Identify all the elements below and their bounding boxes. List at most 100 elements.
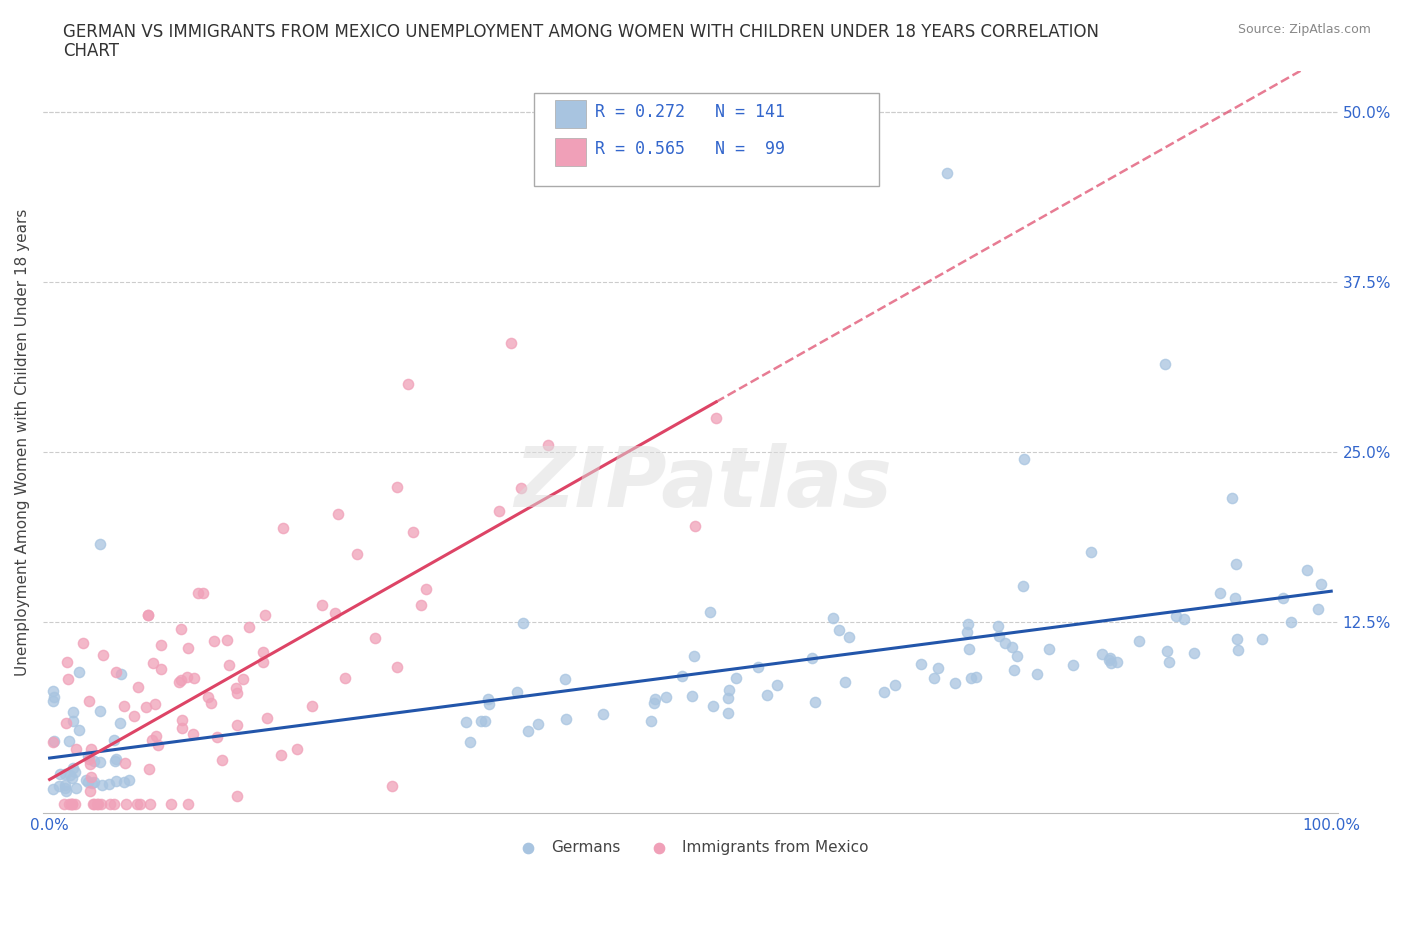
Point xyxy=(402,525,425,539)
Point xyxy=(83,796,105,811)
Point xyxy=(333,671,356,685)
Point xyxy=(987,618,1010,633)
Point xyxy=(411,598,433,613)
Legend: Germans, Immigrants from Mexico: Germans, Immigrants from Mexico xyxy=(506,834,875,861)
Point xyxy=(509,481,531,496)
Point xyxy=(643,696,665,711)
Point xyxy=(42,734,65,749)
Point xyxy=(517,724,540,738)
Point xyxy=(91,647,114,662)
Point xyxy=(103,733,125,748)
Point xyxy=(512,616,534,631)
Point xyxy=(554,712,576,727)
Point xyxy=(129,796,152,811)
Point xyxy=(994,635,1017,650)
Point xyxy=(232,671,254,686)
Point xyxy=(987,629,1010,644)
Point xyxy=(1080,544,1102,559)
Point xyxy=(89,537,111,551)
Point xyxy=(225,680,247,695)
Point xyxy=(1002,662,1025,677)
Point xyxy=(1099,650,1122,665)
Point xyxy=(48,778,70,793)
Point xyxy=(160,796,183,811)
Point xyxy=(1209,586,1232,601)
Point xyxy=(225,717,247,732)
Point xyxy=(138,762,160,777)
Point xyxy=(536,437,558,452)
Point xyxy=(211,752,233,767)
Point xyxy=(957,642,980,657)
Point xyxy=(682,649,704,664)
Point xyxy=(42,690,65,705)
Point xyxy=(1272,591,1295,605)
Point xyxy=(60,796,83,811)
Point xyxy=(141,656,163,671)
Text: R = 0.565   N =  99: R = 0.565 N = 99 xyxy=(595,140,785,158)
Point xyxy=(1153,356,1175,371)
Point xyxy=(170,621,193,636)
Point xyxy=(683,519,706,534)
Point xyxy=(225,685,247,700)
Point xyxy=(823,610,845,625)
Point xyxy=(956,624,979,639)
Point xyxy=(1166,608,1188,623)
Point xyxy=(60,796,83,811)
Point xyxy=(135,699,157,714)
Point xyxy=(108,716,131,731)
Point xyxy=(60,796,83,811)
Point xyxy=(218,658,240,672)
Point xyxy=(505,684,527,699)
Point xyxy=(139,796,162,811)
Point xyxy=(326,506,349,521)
Point xyxy=(671,669,693,684)
Point xyxy=(65,780,87,795)
Point xyxy=(75,773,97,788)
Point xyxy=(838,630,860,644)
Point xyxy=(1098,652,1121,667)
Point xyxy=(873,684,896,699)
Point xyxy=(965,670,987,684)
Point xyxy=(77,694,100,709)
Point xyxy=(118,773,141,788)
Point xyxy=(834,675,856,690)
Point xyxy=(53,796,76,811)
Point xyxy=(104,753,127,768)
Point xyxy=(364,631,387,645)
Point xyxy=(1007,648,1029,663)
Point xyxy=(114,796,136,811)
Point xyxy=(41,684,63,698)
Point xyxy=(1250,631,1272,646)
Point xyxy=(311,598,333,613)
Point xyxy=(136,607,159,622)
Point xyxy=(170,721,193,736)
Point xyxy=(80,742,103,757)
Point xyxy=(1062,658,1084,672)
Point xyxy=(702,698,724,713)
Text: ZIPatlas: ZIPatlas xyxy=(515,443,891,525)
Point xyxy=(640,714,662,729)
Point xyxy=(1156,644,1178,658)
Point xyxy=(256,711,278,725)
Point xyxy=(554,671,576,686)
Point xyxy=(1157,654,1180,669)
Point xyxy=(104,751,127,766)
Point xyxy=(170,673,193,688)
Point xyxy=(200,696,222,711)
Point xyxy=(169,674,191,689)
Point xyxy=(387,659,409,674)
Point xyxy=(755,687,778,702)
Point xyxy=(87,796,110,811)
Point xyxy=(225,789,247,804)
Point xyxy=(747,660,769,675)
Point xyxy=(644,692,666,707)
Point xyxy=(183,671,205,685)
Point xyxy=(197,690,219,705)
Point xyxy=(1012,452,1035,467)
Point xyxy=(141,732,163,747)
Point xyxy=(804,695,827,710)
Point xyxy=(957,617,980,631)
Point xyxy=(90,777,112,792)
Point xyxy=(58,796,80,811)
Point xyxy=(112,775,135,790)
